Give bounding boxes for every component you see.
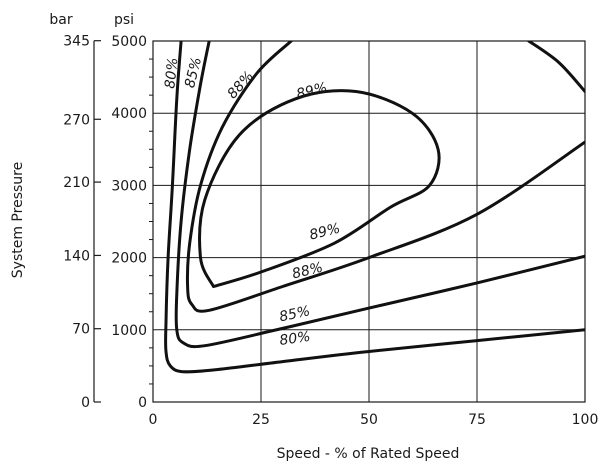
efficiency-curve-80 — [164, 41, 585, 374]
curve-label: 80% — [162, 57, 181, 90]
psi-tick-label: 3000 — [111, 178, 147, 194]
curve-label: 89% — [308, 221, 342, 244]
bar-tick-label: 140 — [63, 248, 90, 264]
y-axis-title: System Pressure — [10, 162, 26, 278]
grid — [152, 40, 586, 403]
efficiency-curve-85 — [174, 41, 585, 349]
curve-label: 80% — [278, 329, 311, 349]
bar-tick-label: 270 — [63, 112, 90, 128]
x-tick-label: 50 — [360, 412, 378, 428]
psi-tick-label: 4000 — [111, 106, 147, 122]
bar-tick-label: 345 — [63, 34, 90, 50]
efficiency-curve-5 — [527, 41, 585, 93]
curve-label: 89% — [295, 80, 329, 103]
curve-label: 88% — [224, 68, 257, 102]
efficiency-curve-89 — [198, 89, 441, 288]
bar-tick-label: 210 — [63, 175, 90, 191]
curve-labels: 80% 85% 88% 89%89%88%85%80% — [162, 55, 342, 348]
psi-tick-label: 1000 — [111, 323, 147, 339]
bar-unit-label: bar — [49, 12, 72, 28]
curve-label: 88% — [291, 260, 325, 283]
curve-label: 85% — [182, 55, 205, 89]
x-tick-label: 0 — [149, 412, 158, 428]
psi-tick-label: 0 — [138, 395, 147, 411]
curve-label: 85% — [278, 303, 312, 325]
x-tick-label: 25 — [252, 412, 270, 428]
x-axis-title: Speed - % of Rated Speed — [277, 446, 460, 462]
psi-tick-label: 5000 — [111, 34, 147, 50]
psi-unit-label: psi — [114, 12, 134, 28]
psi-tick-label: 2000 — [111, 251, 147, 267]
bar-tick-label: 0 — [81, 395, 90, 411]
efficiency-curve-88 — [185, 41, 585, 313]
x-tick-label: 75 — [468, 412, 486, 428]
bar-tick-label: 70 — [72, 322, 90, 338]
efficiency-curves — [164, 41, 585, 374]
axes: 0 25 50 75 100010002000300040005000070140210… — [63, 34, 598, 428]
x-tick-label: 100 — [572, 412, 599, 428]
